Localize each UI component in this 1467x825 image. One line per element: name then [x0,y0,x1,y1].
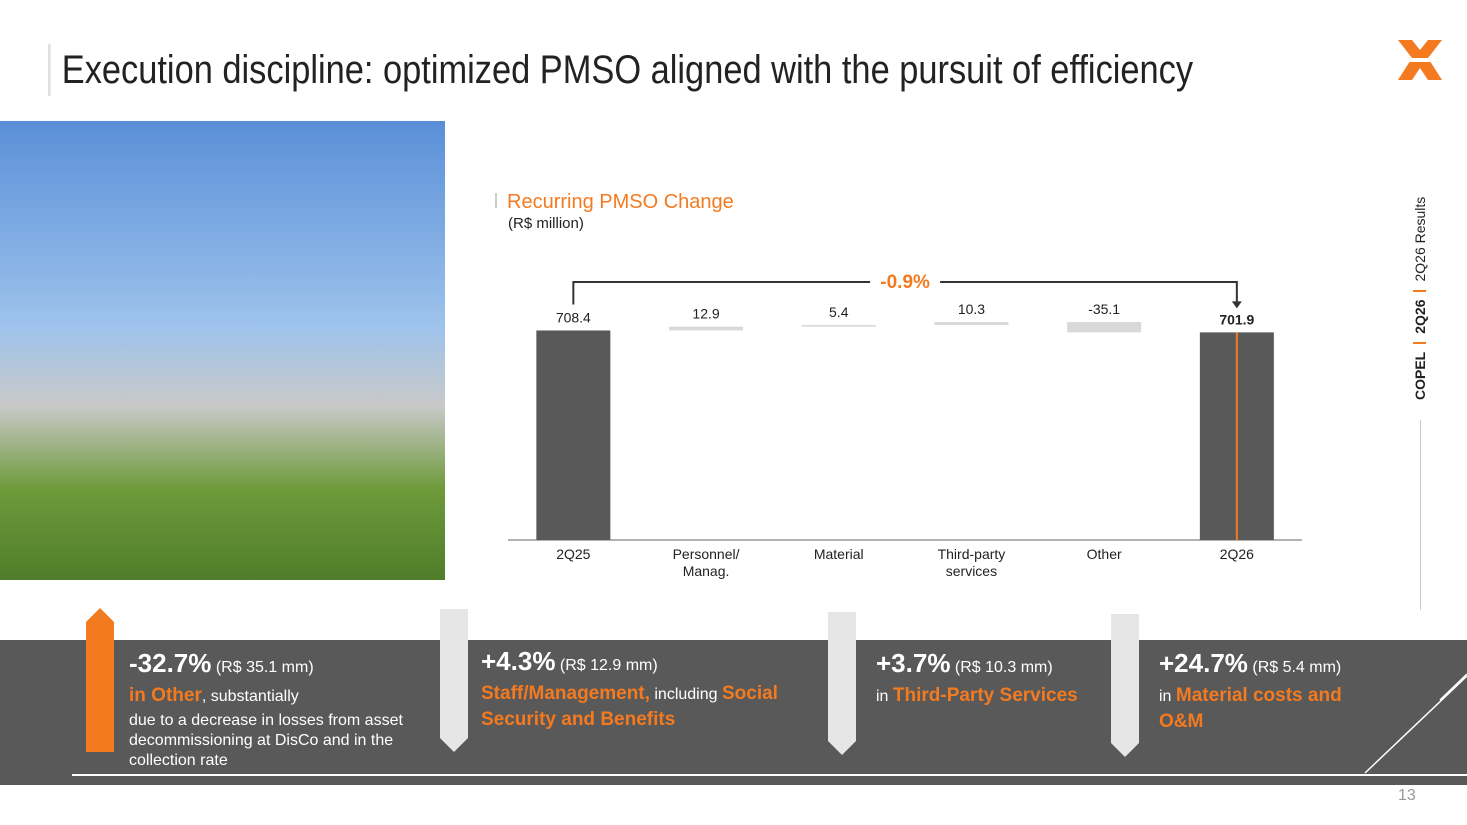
callout-highlight: Third-Party Services [892,685,1078,706]
arrow-up [86,608,114,752]
change-bar [934,322,1009,326]
value-label: 12.9 [692,306,719,322]
callout-plain: including [649,686,722,703]
callout-amount: (R$ 35.1 mm) [215,659,314,676]
callout-highlight: in Other [129,685,202,706]
callout-highlight: Social Security and Benefits [481,683,784,730]
callout-plain: in [1159,688,1176,705]
annotation: -0.9% [880,272,930,293]
slide-title: Execution discipline: optimized PMSO ali… [48,44,1193,96]
value-label: 10.3 [958,301,985,317]
callout-amount: (R$ 10.3 mm) [954,659,1053,676]
callout-amount: (R$ 12.9 mm) [559,657,658,674]
value-label: -35.1 [1088,301,1120,317]
decoration [1439,673,1467,701]
callout-text: in Material costs and O&M [1159,683,1379,735]
x-tick-label: Material [813,546,864,562]
callout-plain: , substantially [201,688,299,705]
sidebar-rule [1420,420,1421,610]
callout-detail: due to a decrease in losses from asset d… [129,712,403,769]
callout: +3.7% (R$ 10.3 mm) in Third-Party Service… [876,648,1096,709]
callout-change: +4.3% [481,646,556,676]
callout-text: in Other, substantially [129,683,429,709]
x-tick-label: Third-party services [937,546,1006,579]
logo [1398,40,1442,80]
callout-plain: in [876,688,893,705]
change-bar [1067,322,1142,333]
callout-change: +3.7% [876,648,951,678]
highlight-band [0,640,1467,785]
arrow-down [828,612,856,755]
callout-head: -32.7% (R$ 35.1 mm) [129,648,429,679]
callout-change: -32.7% [129,648,212,678]
change-bar [669,326,744,331]
callout: +24.7% (R$ 5.4 mm) in Material costs and … [1159,648,1379,735]
callout-highlight: Material costs and O&M [1159,685,1347,732]
callout-change: +24.7% [1159,648,1248,678]
page-number: 13 [1398,787,1416,804]
callout-head: +4.3% (R$ 12.9 mm) [481,646,821,677]
value-label: 708.4 [556,309,591,325]
callout-head: +3.7% (R$ 10.3 mm) [876,648,1096,679]
callout-amount: (R$ 5.4 mm) [1252,659,1342,676]
bracket-arrow [1231,301,1242,309]
callout-text: Staff/Management, including Social Secur… [481,681,821,733]
callout-highlight: Staff/Management, [481,683,650,704]
decoration [1364,675,1467,774]
callout: +4.3% (R$ 12.9 mm) Staff/Management, incl… [481,646,821,733]
callout: -32.7% (R$ 35.1 mm) in Other, substantial… [129,648,429,771]
callout-text: in Third-Party Services [876,683,1096,709]
x-tick-label: 2Q25 [556,546,591,562]
chart-subtitle: (R$ million) [508,215,584,232]
value-label: 5.4 [829,304,849,320]
arrow-down [1111,614,1139,757]
photo [0,121,445,580]
x-tick-label: 2Q26 [1219,546,1254,562]
arrow-down [440,609,468,752]
total-bar [536,330,611,540]
x-tick-label: Personnel/ Manag. [672,546,740,579]
x-tick-label: Other [1086,546,1122,562]
change-bar [801,325,876,327]
annotation-bg [870,270,941,294]
callout-head: +24.7% (R$ 5.4 mm) [1159,648,1379,679]
chart-title: Recurring PMSO Change [507,191,734,213]
value-label: 701.9 [1219,311,1254,327]
